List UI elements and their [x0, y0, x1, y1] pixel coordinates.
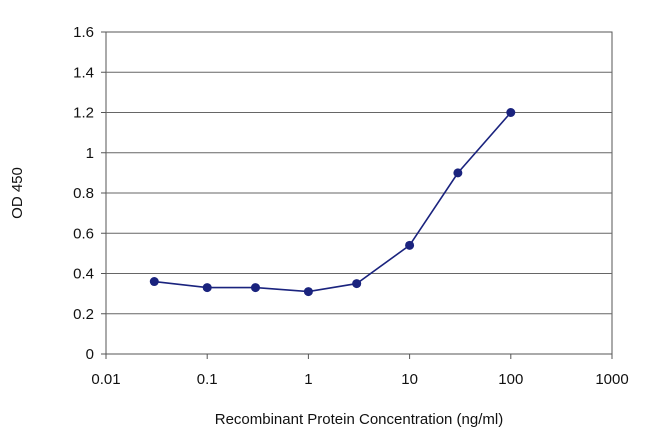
series-group — [149, 108, 516, 297]
x-tick-label: 100 — [498, 371, 523, 388]
data-point — [250, 283, 260, 293]
y-axis-ticks: 0 0.2 0.4 0.6 0.8 1 1.2 1.4 1.6 — [73, 24, 106, 363]
y-tick-label: 1.6 — [73, 24, 94, 41]
y-tick-label: 1.4 — [73, 64, 94, 81]
y-tick-label: 0.6 — [73, 225, 94, 242]
x-tick-label: 10 — [401, 371, 418, 388]
x-tick-label: 0.01 — [91, 371, 120, 388]
y-tick-label: 0 — [86, 346, 94, 363]
data-point — [149, 277, 159, 287]
y-tick-label: 0.2 — [73, 306, 94, 323]
y-tick-label: 1.2 — [73, 105, 94, 122]
x-tick-label: 0.1 — [197, 371, 218, 388]
x-axis-ticks: 0.01 0.1 1 10 100 1000 — [91, 354, 629, 388]
data-point — [453, 168, 463, 178]
data-point — [405, 240, 415, 250]
data-point — [202, 283, 212, 293]
y-tick-label: 0.4 — [73, 266, 94, 283]
y-tick-label: 1 — [86, 145, 94, 162]
x-axis-title: Recombinant Protein Concentration (ng/ml… — [215, 411, 503, 428]
data-point — [303, 287, 313, 297]
data-point — [352, 279, 362, 289]
y-tick-label: 0.8 — [73, 185, 94, 202]
x-tick-label: 1 — [304, 371, 312, 388]
series-line — [154, 111, 512, 293]
horizontal-grid-lines — [106, 71, 612, 315]
y-axis-title: OD 450 — [9, 167, 26, 219]
data-point — [506, 108, 516, 117]
x-tick-label: 1000 — [595, 371, 628, 388]
